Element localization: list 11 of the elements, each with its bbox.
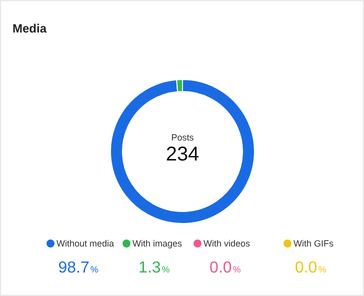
data-label: 98.7% — [58, 260, 98, 276]
text: 234 — [166, 144, 200, 166]
text: Posts — [171, 132, 194, 142]
chart-title: Media — [12, 22, 47, 36]
legend-label: With images — [132, 238, 183, 248]
legend-label: Without media — [56, 238, 114, 248]
legend-label: With GIFs — [294, 238, 334, 248]
legend-label: With videos — [204, 238, 251, 248]
data-label: 1.3% — [138, 260, 170, 276]
text: 0.0% — [294, 260, 326, 276]
text: 0.0% — [210, 260, 241, 276]
